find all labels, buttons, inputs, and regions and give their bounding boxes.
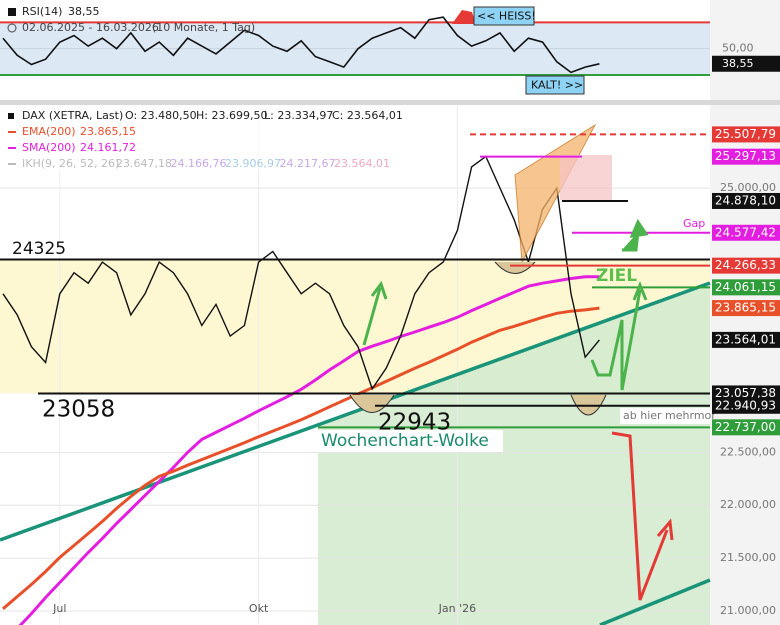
y-tick-label: 25.000,00 [720,181,776,194]
annotation: ZIEL [596,266,637,286]
level-tag: 22.737,00 [715,420,776,434]
level-tag-bg [712,224,780,241]
level-tag-bg [712,419,780,436]
annotation: 23058 [42,397,115,423]
arrow [362,280,388,346]
level-tag-bg [712,279,780,296]
level-tag: 24.878,10 [715,193,776,207]
level-tag-bg [712,126,780,143]
rsi-value-tag-bg [712,55,780,72]
hot-marker [452,10,476,24]
annotation: Gap [683,217,705,230]
rsi-value-tag: 38,55 [722,57,754,70]
x-tick-label: Jan '26 [438,602,476,615]
level-tag-bg [712,148,780,165]
price-panel: 25.000,00 22.500,00 22.000,00 21.500,00 21.0… [0,105,780,625]
level-tag: 25.297,13 [715,149,776,163]
series-line [2,16,600,74]
level-tag: 22.940,93 [715,398,776,412]
ikh-value: 24.217,67 [280,157,336,170]
y-tick-label: 22.000,00 [720,498,776,511]
legend-bg [0,106,400,172]
level-tag-bg [712,257,780,274]
ohlc-value: H: 23.699,50 [196,109,267,122]
cold-tag-bg [525,75,585,95]
date-range: 02.06.2025 - 16.03.2026 [22,21,159,34]
chart-title: DAX (XETRA, Last) [22,109,123,122]
annotation: 22943 [378,410,451,436]
trend-line [599,578,711,625]
level-tag-bg [712,385,780,402]
legend-name: EMA(200) [22,125,76,138]
legend-name: RSI(14) [22,5,62,18]
level-tag: 24.577,42 [715,225,776,239]
trend-line [0,281,711,542]
series-line [2,306,600,610]
arrow [622,218,649,252]
annotation-bg [318,430,503,452]
y-tick-label: 21.000,00 [720,604,776,617]
annotation-bg [620,408,710,424]
ikh-value: 23.564,01 [334,157,390,170]
x-tick-label: Okt [249,602,269,615]
level-tag: 24.266,33 [715,258,776,272]
legend-name: IKH(9, 26, 52, 26) [22,157,119,170]
legend-name: SMA(200) [22,141,76,154]
series-line [18,275,600,625]
level-tag-bg [712,192,780,209]
ohlc-value: O: 23.480,50 [125,109,197,122]
legend-marker [8,113,14,119]
legend-value: 23.865,15 [80,125,136,138]
series-line [2,155,600,391]
level-tag-bg [712,397,780,414]
level-tag: 23.057,38 [715,386,776,400]
y-tick-label: 50,00 [722,42,754,55]
ikh-value: 24.166,76 [171,157,227,170]
arrow [590,280,648,391]
series-tag: 23.564,01 [715,332,776,346]
rsi-panel: 50,00 << HEISS! KALT! >> 38,55 RSI(14) 38,55 0… [0,5,780,95]
period: (10 Monate, 1 Tag) [152,21,255,34]
legend-value: 24.161,72 [80,141,136,154]
gap-zone [560,155,612,200]
annotation: ab hier mehrmor [623,409,716,422]
cold-tag: KALT! >> [531,79,583,92]
legend-value: 38,55 [68,5,100,18]
panel-separator [0,100,780,105]
series-tag-bg [712,331,780,348]
y-tick-label: 22.500,00 [720,445,776,458]
x-tick-label: Jul [52,602,66,615]
y-tick-label: 21.500,00 [720,551,776,564]
ohlc-value: C: 23.564,01 [332,109,403,122]
series-tag: 23.865,15 [715,301,776,315]
ikh-value: 23.906,97 [225,157,281,170]
level-tag: 24.061,15 [715,280,776,294]
annotation: 24325 [12,239,66,259]
legend-marker [8,8,16,16]
hot-tag-bg [473,6,535,26]
ikh-value: 23.647,18 [116,157,172,170]
series-tag-bg [712,300,780,317]
level-tag: 25.507,79 [715,127,776,141]
ohlc-value: L: 23.334,97 [264,109,333,122]
clock-icon [7,23,17,33]
arc [349,394,395,413]
arrow [611,431,674,601]
annotation: Wochenchart-Wolke [321,431,489,451]
hot-tag: << HEISS! [477,10,536,23]
